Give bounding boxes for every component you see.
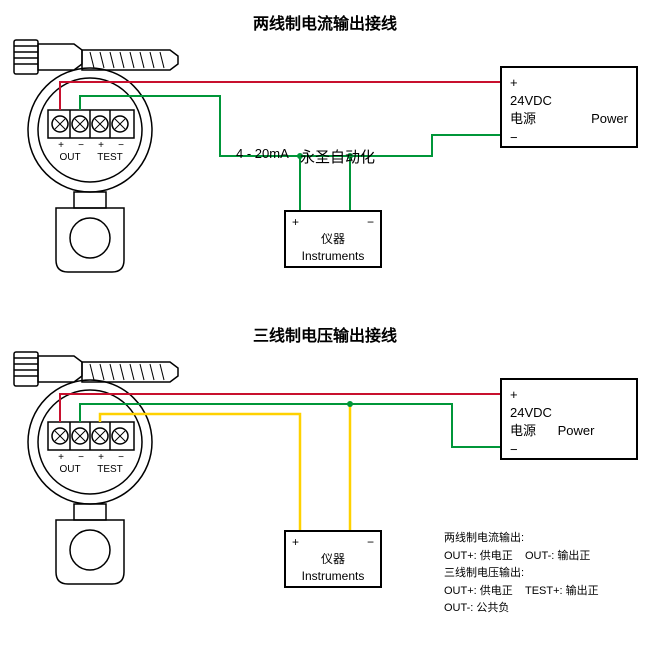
notes-line4a: OUT+: 供电正: [444, 585, 513, 597]
d2-power-box: + 24VDC 电源 Power −: [500, 378, 638, 460]
notes-line5: OUT-: 公共负: [444, 600, 644, 618]
d2-inst-en: Instruments: [292, 568, 374, 585]
notes-line4b: TEST+: 输出正: [525, 585, 599, 597]
d2-inst-minus: −: [367, 534, 374, 551]
d2-term4-sign: −: [116, 452, 126, 463]
wiring-diagram-canvas: 两线制电流输出接线: [0, 0, 650, 652]
d2-power-en: Power: [558, 423, 595, 438]
d2-out-label: OUT: [52, 464, 88, 475]
notes-line3: 三线制电压输出:: [444, 565, 644, 583]
d2-power-minus: −: [510, 441, 628, 459]
d2-power-plus: +: [510, 386, 628, 404]
d2-test-label: TEST: [92, 464, 128, 475]
output-notes: 两线制电流输出: OUT+: 供电正 OUT-: 输出正 三线制电压输出: OU…: [444, 530, 644, 618]
notes-line2a: OUT+: 供电正: [444, 550, 513, 562]
d2-power-voltage: 24VDC: [510, 404, 628, 422]
d2-power-cn: 电源: [510, 423, 536, 438]
notes-line2b: OUT-: 输出正: [525, 550, 590, 562]
notes-line1: 两线制电流输出:: [444, 530, 644, 548]
d2-term3-sign: +: [96, 452, 106, 463]
d2-term1-sign: +: [56, 452, 66, 463]
wire-red-d2: [60, 394, 500, 422]
d2-instrument-box: + − 仪器 Instruments: [284, 530, 382, 588]
d2-inst-cn: 仪器: [292, 551, 374, 568]
d2-inst-plus: +: [292, 535, 299, 549]
d2-term2-sign: −: [76, 452, 86, 463]
